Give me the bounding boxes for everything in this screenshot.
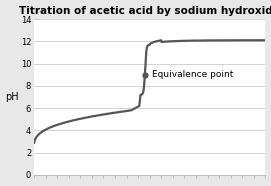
Title: Titration of acetic acid by sodium hydroxide: Titration of acetic acid by sodium hydro…: [19, 6, 271, 16]
Y-axis label: pH: pH: [6, 92, 19, 102]
Text: Equivalence point: Equivalence point: [152, 70, 233, 79]
